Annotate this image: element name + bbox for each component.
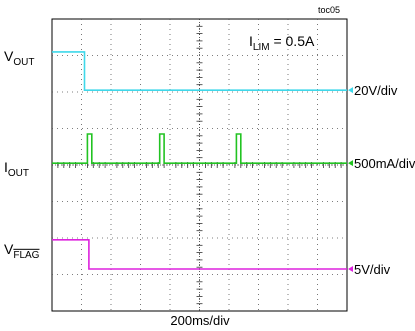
vout-scale: 20V/div <box>354 83 398 98</box>
vout-trace <box>52 51 347 91</box>
vout-label-base: V <box>4 48 14 64</box>
vout-label: VOUT <box>4 48 34 68</box>
iout-trace <box>52 133 347 164</box>
vflag-marker <box>348 266 353 273</box>
iout-label-sub: OUT <box>8 168 29 179</box>
ilim-value: = 0.5A <box>270 33 315 49</box>
figure-id: toc05 <box>318 5 340 15</box>
traces <box>52 51 353 273</box>
iout-label-base: I <box>4 159 8 175</box>
vflag-scale: 5V/div <box>354 262 391 277</box>
vflag-label-sub: FLAG <box>13 250 39 261</box>
vout-label-sub: OUT <box>13 57 34 68</box>
x-axis-label: 200ms/div <box>170 313 230 328</box>
iout-marker <box>348 160 353 167</box>
vflag-label: VFLAG <box>4 241 40 261</box>
iout-scale: 500mA/div <box>354 156 415 171</box>
ilim-annotation: ILIM = 0.5A <box>249 33 315 53</box>
vflag-trace <box>52 239 347 270</box>
ilim-subscript: LIM <box>253 42 270 53</box>
ilim-symbol: I <box>249 33 253 49</box>
vflag-label-base: V <box>4 241 14 257</box>
iout-label: IOUT <box>4 159 29 179</box>
vout-marker <box>348 87 353 94</box>
